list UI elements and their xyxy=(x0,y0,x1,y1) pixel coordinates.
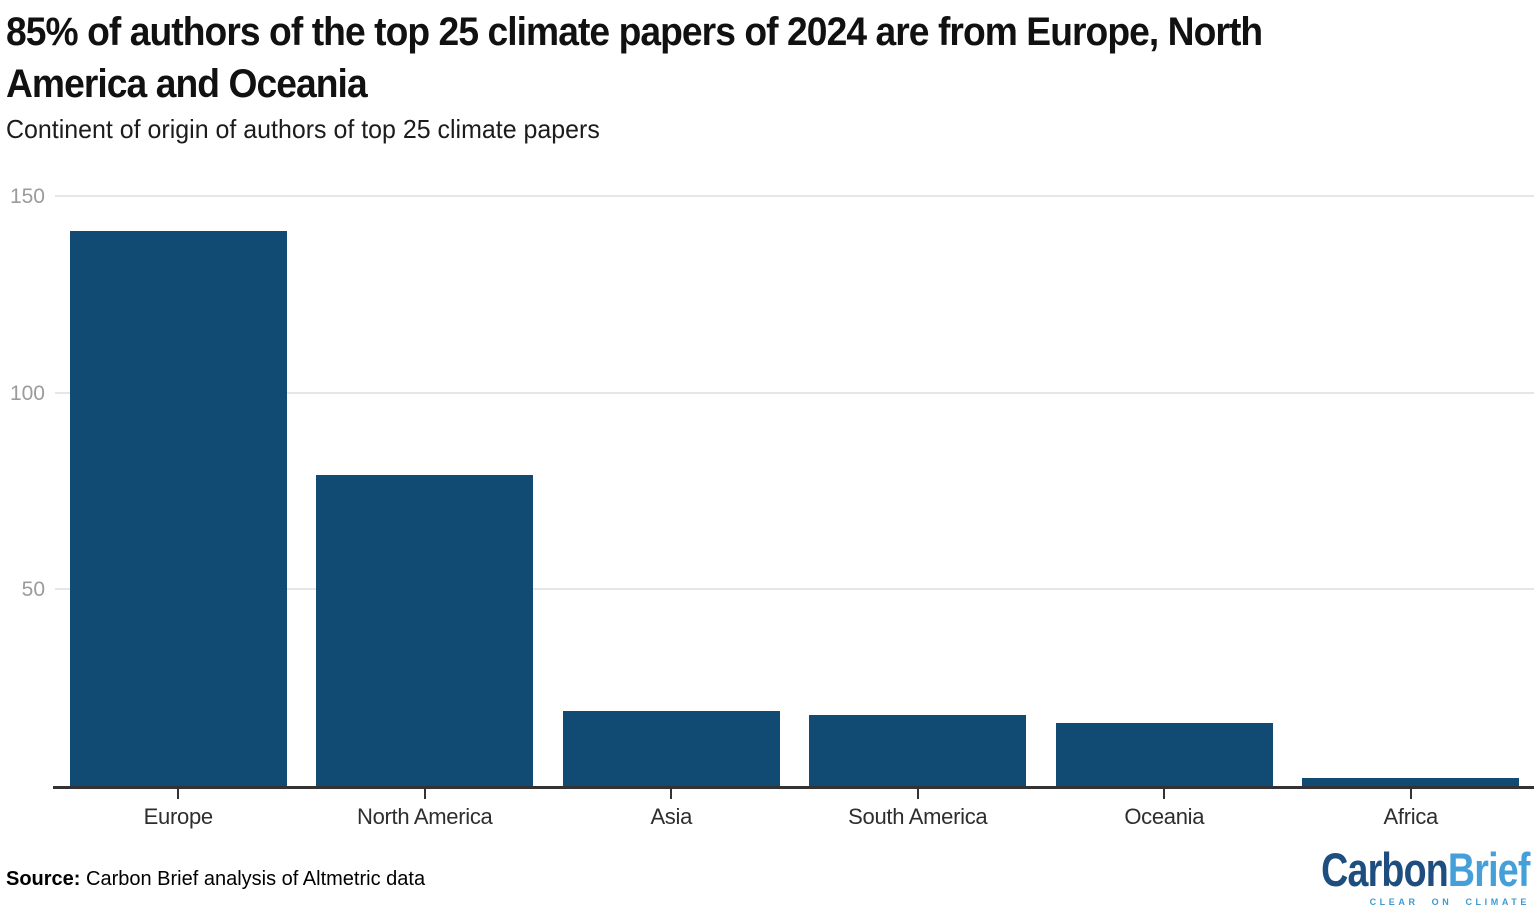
carbonbrief-wordmark: CarbonBrief xyxy=(1321,843,1531,896)
x-axis-tick-south-america xyxy=(916,788,919,799)
gridline-100 xyxy=(55,391,1534,394)
y-axis-label-100: 100 xyxy=(9,381,45,405)
y-axis-label-50: 50 xyxy=(21,578,45,602)
carbonbrief-logo: CarbonBrief CLEAR ON CLIMATE xyxy=(1269,843,1531,908)
bar-oceania xyxy=(1055,723,1273,786)
logo-tagline: CLEAR ON CLIMATE xyxy=(1369,897,1530,907)
y-axis-label-150: 150 xyxy=(9,185,45,208)
x-axis-label-africa: Africa xyxy=(1383,804,1439,829)
chart-title: 85% of authors of the top 25 climate pap… xyxy=(6,6,1263,110)
x-axis-tick-asia xyxy=(670,788,673,799)
bar-africa xyxy=(1302,778,1520,786)
chart-title-line1: 85% of authors of the top 25 climate pap… xyxy=(6,10,1263,54)
x-axis-tick-europe xyxy=(177,788,180,799)
chart-subtitle: Continent of origin of authors of top 25… xyxy=(6,114,600,144)
gridline-150 xyxy=(55,195,1534,197)
bar-south-america xyxy=(809,715,1027,786)
x-axis-tick-oceania xyxy=(1163,788,1166,799)
bar-north-america xyxy=(316,475,534,786)
x-axis-label-oceania: Oceania xyxy=(1124,804,1205,829)
x-axis-label-europe: Europe xyxy=(143,804,213,829)
x-axis-tick-africa xyxy=(1409,788,1412,799)
chart-title-line2: America and Oceania xyxy=(6,62,368,106)
gridline-50 xyxy=(55,588,1534,591)
x-axis-tick-north-america xyxy=(423,788,426,799)
bar-asia xyxy=(562,711,780,786)
source-label: Source: xyxy=(6,868,81,890)
x-axis-label-north-america: North America xyxy=(357,804,493,829)
x-axis-line xyxy=(53,786,1534,789)
x-axis-label-south-america: South America xyxy=(848,804,988,829)
source-text: Carbon Brief analysis of Altmetric data xyxy=(80,868,426,890)
x-axis-label-asia: Asia xyxy=(650,804,693,829)
bar-europe xyxy=(69,231,287,786)
source-note: Source: Carbon Brief analysis of Altmetr… xyxy=(6,868,425,891)
logo-brief-text: Brief xyxy=(1448,843,1530,896)
logo-carbon-text: Carbon xyxy=(1321,843,1450,896)
